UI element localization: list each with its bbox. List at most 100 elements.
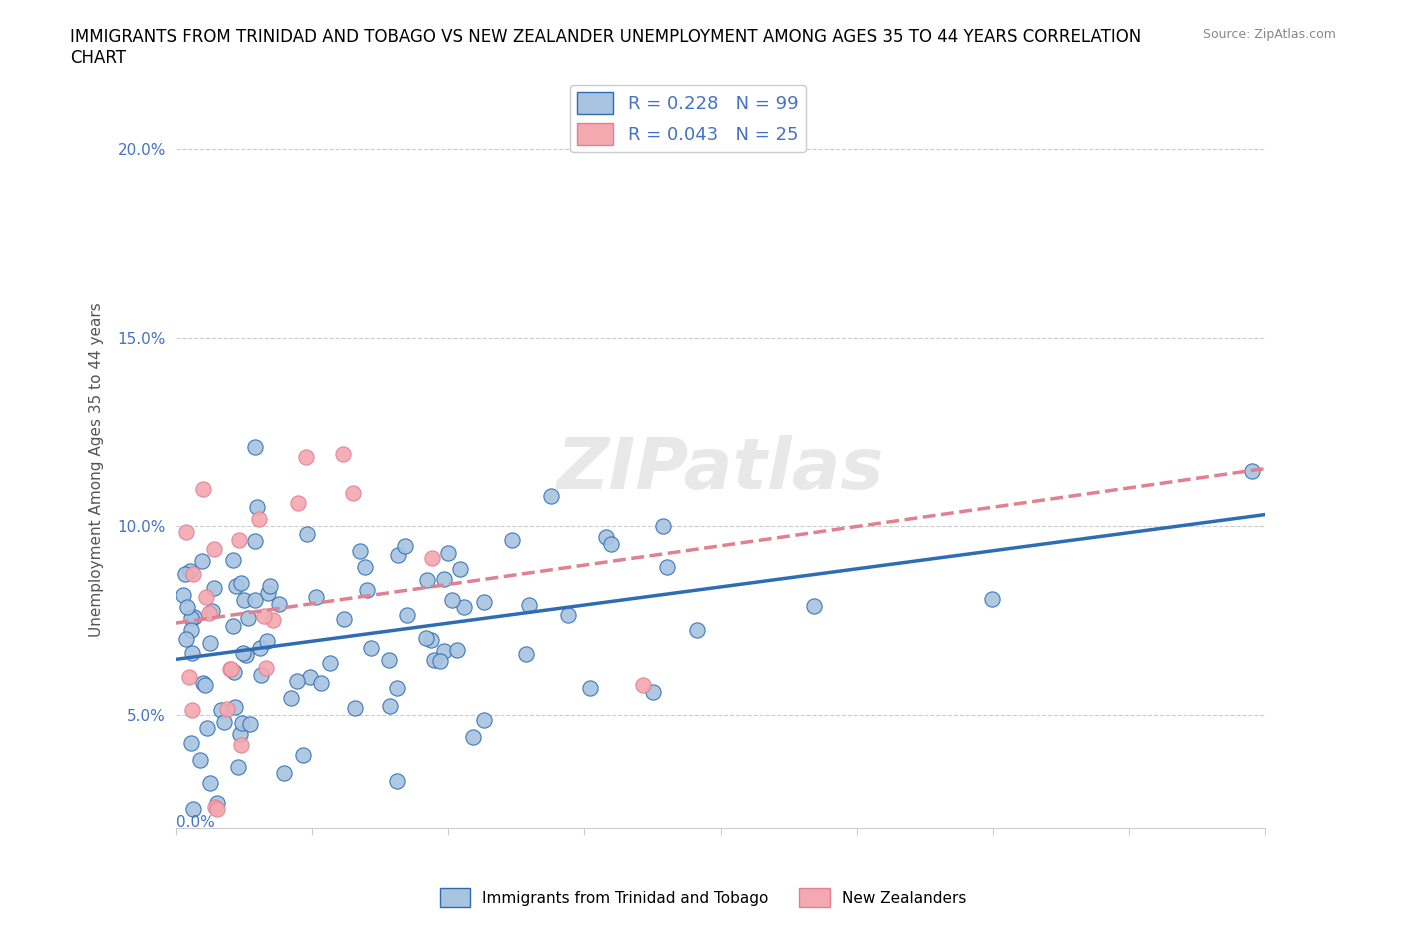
Point (262, 613, 284, 628)
Point (387, 681, 409, 696)
Point (194, 677, 217, 692)
Point (236, 611, 259, 626)
Point (631, 677, 654, 692)
Point (981, 591, 1004, 606)
Point (243, 592, 266, 607)
Point (285, 674, 308, 689)
Point (273, 765, 295, 780)
Point (501, 533, 523, 548)
Point (415, 630, 437, 644)
Text: Source: ZipAtlas.com: Source: ZipAtlas.com (1202, 28, 1336, 41)
Point (205, 796, 228, 811)
Point (686, 622, 709, 637)
Point (353, 560, 375, 575)
Point (174, 525, 197, 539)
Point (298, 670, 321, 684)
Point (180, 702, 202, 717)
Point (280, 691, 302, 706)
Point (204, 799, 226, 814)
Point (294, 449, 316, 464)
Point (222, 552, 245, 567)
Point (360, 640, 382, 655)
Point (180, 623, 202, 638)
Point (232, 592, 254, 607)
Text: IMMIGRANTS FROM TRINIDAD AND TOBAGO VS NEW ZEALANDER UNEMPLOYMENT AMONG AGES 35 : IMMIGRANTS FROM TRINIDAD AND TOBAGO VS N… (70, 28, 1142, 67)
Point (231, 576, 253, 591)
Point (176, 600, 198, 615)
Point (225, 579, 247, 594)
Point (309, 675, 332, 690)
Point (803, 598, 825, 613)
Legend: Immigrants from Trinidad and Tobago, New Zealanders: Immigrants from Trinidad and Tobago, New… (433, 883, 973, 913)
Point (655, 559, 678, 574)
Point (246, 499, 269, 514)
Point (214, 715, 236, 730)
Point (519, 597, 541, 612)
Point (231, 715, 253, 730)
Point (253, 609, 276, 624)
Point (232, 645, 254, 660)
Point (205, 802, 228, 817)
Point (332, 446, 354, 461)
Point (183, 802, 205, 817)
Y-axis label: Unemployment Among Ages 35 to 44 years: Unemployment Among Ages 35 to 44 years (89, 302, 104, 637)
Point (195, 721, 218, 736)
Text: 0.0%: 0.0% (176, 815, 215, 830)
Text: ZIPatlas: ZIPatlas (557, 435, 884, 504)
Point (202, 541, 225, 556)
Point (449, 562, 471, 577)
Point (209, 703, 232, 718)
Point (229, 737, 252, 752)
Point (193, 482, 215, 497)
Point (256, 634, 278, 649)
Point (349, 543, 371, 558)
Point (174, 631, 197, 646)
Point (219, 661, 242, 676)
Point (332, 611, 354, 626)
Point (215, 702, 238, 717)
Point (250, 668, 273, 683)
Point (226, 760, 249, 775)
Point (198, 605, 221, 620)
Point (429, 653, 451, 668)
Point (228, 532, 250, 547)
Point (342, 485, 364, 500)
Point (472, 713, 495, 728)
Point (385, 774, 408, 789)
Point (188, 752, 211, 767)
Point (224, 699, 246, 714)
Point (222, 664, 245, 679)
Point (641, 684, 664, 699)
Point (461, 730, 484, 745)
Point (595, 529, 617, 544)
Point (183, 610, 205, 625)
Point (291, 748, 314, 763)
Point (180, 736, 202, 751)
Point (446, 643, 468, 658)
Point (433, 572, 456, 587)
Point (219, 662, 242, 677)
Point (181, 566, 204, 581)
Point (557, 608, 579, 623)
Point (181, 645, 204, 660)
Point (441, 592, 464, 607)
Point (295, 526, 318, 541)
Point (198, 636, 221, 651)
Point (191, 554, 214, 569)
Point (344, 700, 367, 715)
Point (254, 660, 277, 675)
Point (193, 676, 215, 691)
Point (515, 647, 537, 662)
Point (540, 489, 562, 504)
Point (257, 586, 280, 601)
Point (453, 600, 475, 615)
Point (287, 496, 309, 511)
Point (198, 776, 221, 790)
Point (387, 548, 409, 563)
Point (433, 643, 456, 658)
Point (180, 611, 202, 626)
Point (305, 590, 328, 604)
Point (243, 440, 266, 455)
Point (600, 537, 623, 551)
Point (394, 538, 416, 553)
